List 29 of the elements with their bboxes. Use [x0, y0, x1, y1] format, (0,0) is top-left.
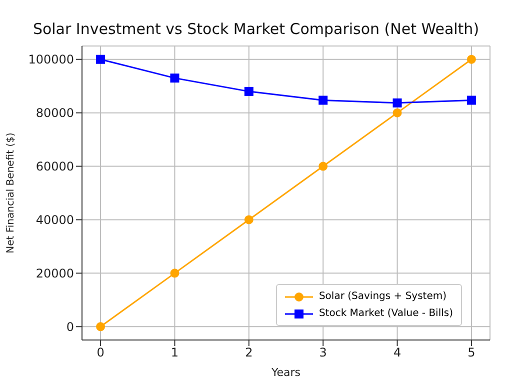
point	[466, 54, 476, 64]
y-tick-label: 40000	[36, 212, 74, 227]
point	[392, 98, 402, 108]
x-tick-label: 1	[170, 346, 179, 360]
point	[96, 322, 106, 332]
point	[170, 268, 180, 278]
point	[96, 54, 106, 64]
y-tick-label: 60000	[36, 160, 74, 174]
point	[466, 96, 476, 105]
x-tick-label: 4	[393, 346, 402, 360]
point	[392, 108, 402, 118]
y-tick-label: 0	[66, 320, 74, 334]
x-tick-label: 3	[319, 346, 327, 360]
legend-label: Stock Market (Value - Bills)	[318, 308, 453, 319]
point	[244, 215, 254, 224]
point	[244, 86, 254, 96]
x-tick-label: 2	[245, 346, 253, 360]
y-axis-title: Net Financial Benefit ($)	[6, 132, 17, 254]
y-tick-label: 20000	[36, 266, 74, 280]
y-tick-label: 80000	[36, 106, 74, 120]
y-tick-label: 100000	[28, 52, 74, 67]
chart-title: Solar Investment vs Stock Market Comparison (Net Wealth)	[32, 20, 480, 38]
x-tick-label: 5	[468, 346, 476, 360]
point	[170, 74, 180, 83]
legend-label: Solar (Savings + System)	[318, 291, 447, 302]
x-tick-label: 0	[96, 346, 104, 360]
point	[318, 162, 328, 171]
x-axis-title: Years	[270, 366, 301, 379]
point	[318, 96, 328, 105]
